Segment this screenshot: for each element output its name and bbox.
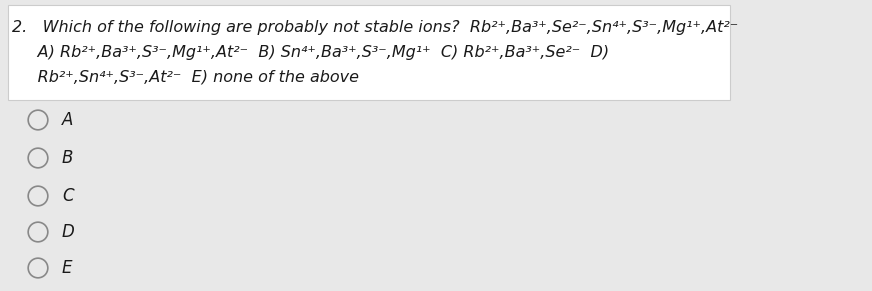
Point <box>31 194 45 198</box>
Text: A) Rb²⁺,Ba³⁺,S³⁻,Mg¹⁺,At²⁻  B) Sn⁴⁺,Ba³⁺,S³⁻,Mg¹⁺  C) Rb²⁺,Ba³⁺,Se²⁻  D): A) Rb²⁺,Ba³⁺,S³⁻,Mg¹⁺,At²⁻ B) Sn⁴⁺,Ba³⁺,… <box>12 45 610 60</box>
Point <box>31 156 45 160</box>
Text: A: A <box>62 111 73 129</box>
Text: Rb²⁺,Sn⁴⁺,S³⁻,At²⁻  E) none of the above: Rb²⁺,Sn⁴⁺,S³⁻,At²⁻ E) none of the above <box>12 70 359 85</box>
Text: 2.   Which of the following are probably not stable ions?  Rb²⁺,Ba³⁺,Se²⁻,Sn⁴⁺,S: 2. Which of the following are probably n… <box>12 20 739 35</box>
Point <box>31 118 45 122</box>
Point <box>31 266 45 270</box>
Point <box>31 230 45 234</box>
Text: B: B <box>62 149 73 167</box>
Text: E: E <box>62 259 72 277</box>
Text: C: C <box>62 187 73 205</box>
FancyBboxPatch shape <box>8 5 730 100</box>
Text: D: D <box>62 223 75 241</box>
